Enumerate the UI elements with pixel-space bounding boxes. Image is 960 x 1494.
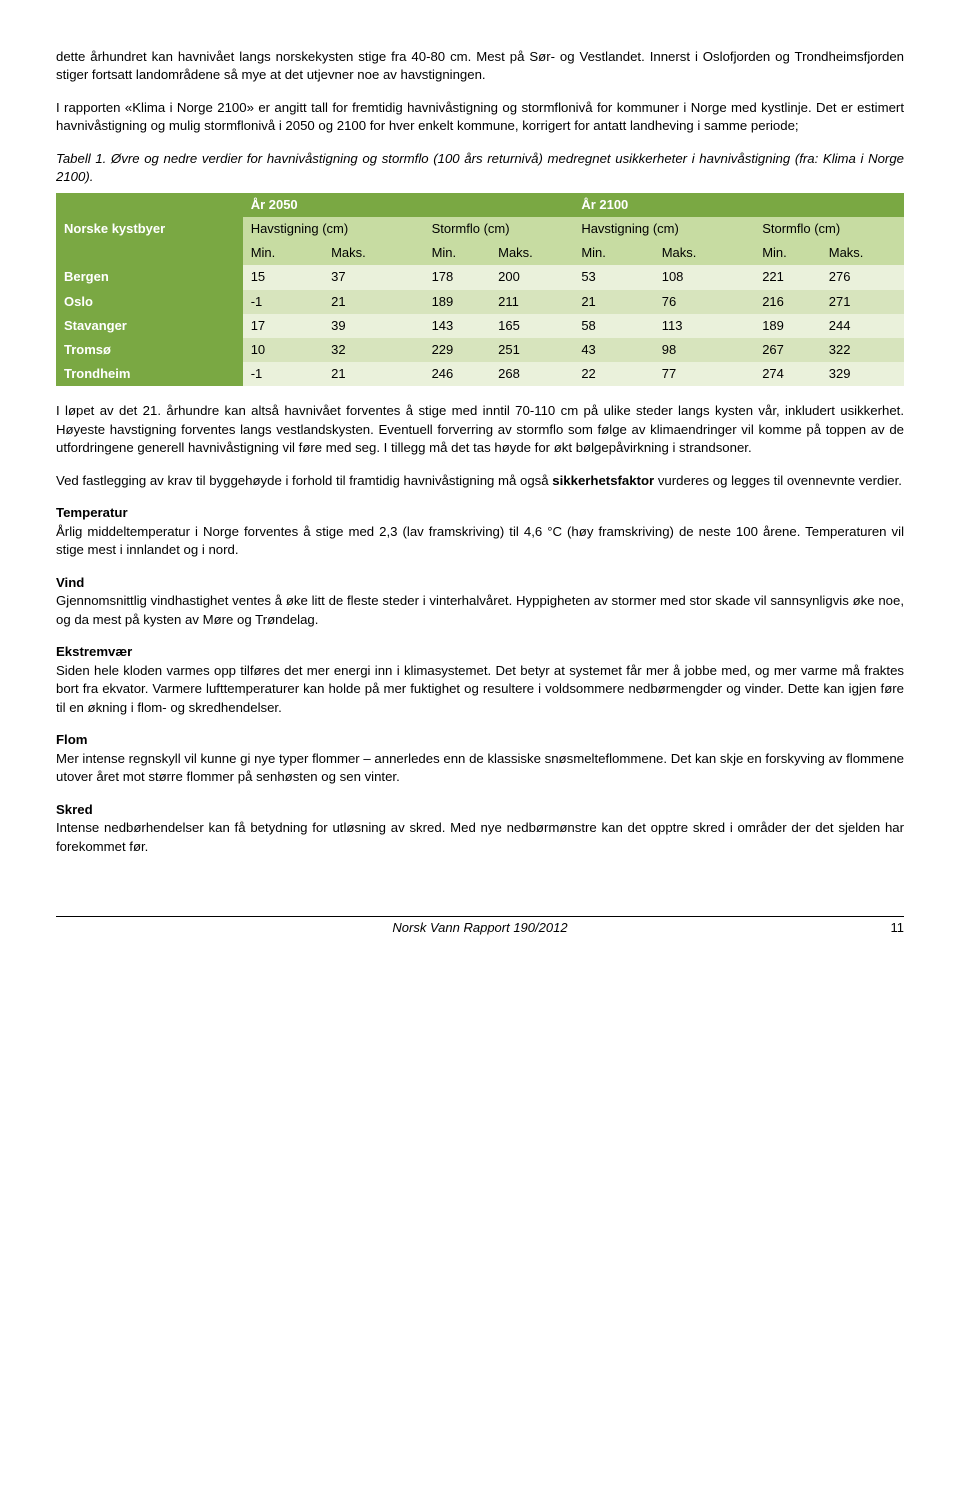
col-stormflo-2100: Stormflo (cm) — [754, 217, 904, 241]
cell: 200 — [490, 265, 573, 289]
cell: 267 — [754, 338, 821, 362]
col-maks: Maks. — [323, 241, 423, 265]
paragraph-body: I løpet av det 21. århundre kan altså ha… — [56, 402, 904, 457]
paragraph-vind: Gjennomsnittlig vindhastighet ventes å ø… — [56, 592, 904, 629]
cell: 32 — [323, 338, 423, 362]
col-min: Min. — [573, 241, 653, 265]
heading-temperatur: Temperatur — [56, 504, 904, 522]
cell: -1 — [243, 290, 323, 314]
footer-title: Norsk Vann Rapport 190/2012 — [392, 920, 567, 935]
cell: 221 — [754, 265, 821, 289]
col-maks: Maks. — [821, 241, 904, 265]
cell: 211 — [490, 290, 573, 314]
row-label: Trondheim — [56, 362, 243, 386]
cell: 21 — [573, 290, 653, 314]
row-label: Oslo — [56, 290, 243, 314]
table-row: Stavanger 17 39 143 165 58 113 189 244 — [56, 314, 904, 338]
cell: 143 — [424, 314, 491, 338]
paragraph-safety: Ved fastlegging av krav til byggehøyde i… — [56, 472, 904, 490]
cell: 329 — [821, 362, 904, 386]
cell: 268 — [490, 362, 573, 386]
col-year-2050: År 2050 — [243, 193, 574, 217]
cell: 76 — [654, 290, 754, 314]
paragraph-intro-1: dette århundret kan havnivået langs nors… — [56, 48, 904, 85]
cell: 246 — [424, 362, 491, 386]
table-row: Oslo -1 21 189 211 21 76 216 271 — [56, 290, 904, 314]
paragraph-ekstremvaer: Siden hele kloden varmes opp tilføres de… — [56, 662, 904, 717]
cell: 251 — [490, 338, 573, 362]
cell: 271 — [821, 290, 904, 314]
paragraph-flom: Mer intense regnskyll vil kunne gi nye t… — [56, 750, 904, 787]
row-label: Bergen — [56, 265, 243, 289]
cell: 189 — [424, 290, 491, 314]
table-corner: Norske kystbyer — [56, 193, 243, 266]
cell: 274 — [754, 362, 821, 386]
cell: 216 — [754, 290, 821, 314]
table-row: Tromsø 10 32 229 251 43 98 267 322 — [56, 338, 904, 362]
col-min: Min. — [424, 241, 491, 265]
cell: 244 — [821, 314, 904, 338]
cell: 53 — [573, 265, 653, 289]
cell: 113 — [654, 314, 754, 338]
cell: 98 — [654, 338, 754, 362]
cell: 22 — [573, 362, 653, 386]
paragraph-skred: Intense nedbørhendelser kan få betydning… — [56, 819, 904, 856]
text-run: vurderes og legges til ovennevnte verdie… — [654, 473, 902, 488]
col-havstigning-2100: Havstigning (cm) — [573, 217, 754, 241]
heading-flom: Flom — [56, 731, 904, 749]
heading-vind: Vind — [56, 574, 904, 592]
cell: 21 — [323, 290, 423, 314]
cell: 165 — [490, 314, 573, 338]
cell: 178 — [424, 265, 491, 289]
col-min: Min. — [754, 241, 821, 265]
paragraph-intro-2: I rapporten «Klima i Norge 2100» er angi… — [56, 99, 904, 136]
col-year-2100: År 2100 — [573, 193, 904, 217]
cell: 39 — [323, 314, 423, 338]
cell: 108 — [654, 265, 754, 289]
cell: 58 — [573, 314, 653, 338]
col-stormflo-2050: Stormflo (cm) — [424, 217, 574, 241]
cell: 37 — [323, 265, 423, 289]
col-maks: Maks. — [654, 241, 754, 265]
page-number: 11 — [891, 919, 905, 937]
cell: 322 — [821, 338, 904, 362]
col-havstigning-2050: Havstigning (cm) — [243, 217, 424, 241]
sea-level-table: Norske kystbyer År 2050 År 2100 Havstign… — [56, 193, 904, 387]
cell: -1 — [243, 362, 323, 386]
cell: 43 — [573, 338, 653, 362]
cell: 17 — [243, 314, 323, 338]
row-label: Tromsø — [56, 338, 243, 362]
heading-ekstremvaer: Ekstremvær — [56, 643, 904, 661]
text-run: Ved fastlegging av krav til byggehøyde i… — [56, 473, 552, 488]
col-min: Min. — [243, 241, 323, 265]
cell: 10 — [243, 338, 323, 362]
row-label: Stavanger — [56, 314, 243, 338]
table-row: Bergen 15 37 178 200 53 108 221 276 — [56, 265, 904, 289]
cell: 276 — [821, 265, 904, 289]
heading-skred: Skred — [56, 801, 904, 819]
cell: 189 — [754, 314, 821, 338]
col-maks: Maks. — [490, 241, 573, 265]
table-caption: Tabell 1. Øvre og nedre verdier for havn… — [56, 150, 904, 187]
cell: 229 — [424, 338, 491, 362]
cell: 21 — [323, 362, 423, 386]
table-row: Trondheim -1 21 246 268 22 77 274 329 — [56, 362, 904, 386]
page-footer: Norsk Vann Rapport 190/2012 11 — [56, 916, 904, 937]
cell: 77 — [654, 362, 754, 386]
bold-term: sikkerhetsfaktor — [552, 473, 654, 488]
cell: 15 — [243, 265, 323, 289]
paragraph-temperatur: Årlig middeltemperatur i Norge forventes… — [56, 523, 904, 560]
